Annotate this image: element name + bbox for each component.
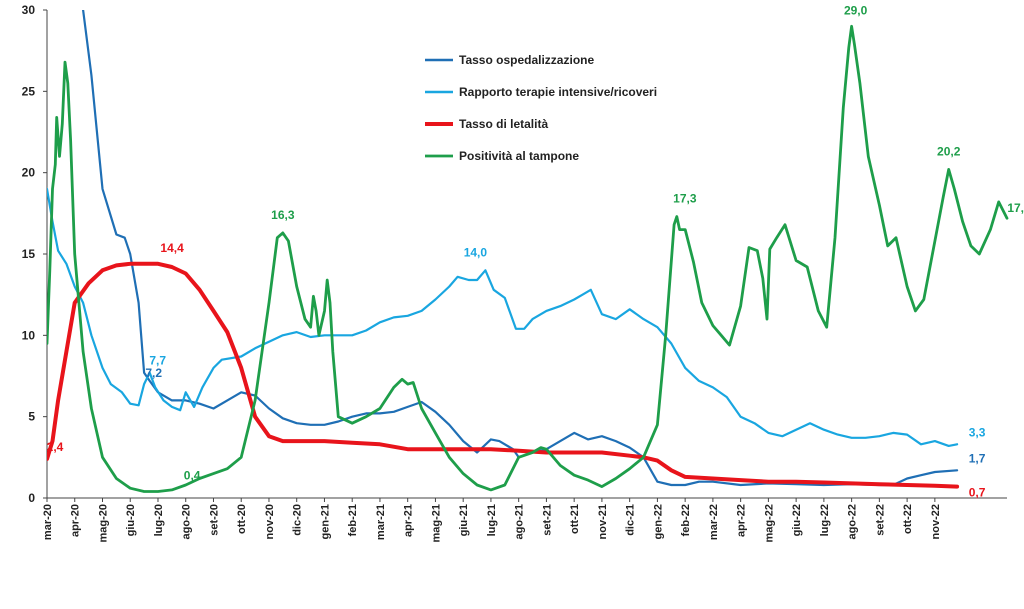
series-line-1 [47,187,959,447]
legend-label: Tasso ospedalizzazione [459,53,594,67]
x-tick-label: ago-21 [514,504,526,539]
y-tick-label: 25 [22,84,36,98]
legend-label: Rapporto terapie intensive/ricoveri [459,85,657,99]
chart-axes [46,10,1007,499]
data-label: 14,4 [160,241,184,255]
x-tick-label: mar-22 [708,504,720,540]
x-tick-label: nov-21 [597,504,609,539]
data-label: 0,7 [969,486,986,500]
x-tick-label: ago-22 [847,504,859,539]
x-tick-label: lug-21 [486,504,498,536]
x-tick-label: apr-21 [403,504,415,537]
x-tick-label: gen-21 [319,504,331,539]
series-line-3 [47,24,1009,493]
data-label: 3,3 [969,425,986,439]
data-label: 2,4 [47,440,64,454]
x-tick-label: ott-21 [569,504,581,534]
x-tick-label: apr-22 [736,504,748,537]
x-axis-ticks: mar-20 apr-20 mag-20 giu-20 lug-20 ago-20 set-… [42,498,942,543]
x-tick-label: lug-22 [819,504,831,536]
data-label: 0,4 [184,468,201,482]
x-tick-label: ago-20 [181,504,193,539]
x-tick-label: mag-22 [763,504,775,543]
x-tick-label: feb-21 [347,504,359,536]
series-line-0 [82,10,959,487]
chart-series [47,10,1009,493]
x-tick-label: mar-21 [375,504,387,540]
y-tick-label: 30 [22,3,36,17]
x-tick-label: giu-22 [791,504,803,536]
x-tick-label: mar-20 [42,504,54,540]
legend-label: Tasso di letalità [459,117,548,131]
y-tick-label: 5 [28,410,35,424]
y-axis-ticks: 0 5 10 15 20 25 30 [22,3,47,505]
data-label: 20,2 [937,144,961,158]
x-tick-label: set-21 [541,504,553,536]
x-tick-label: dic-21 [625,504,637,536]
data-label: 17,3 [673,192,697,206]
data-labels: 2,4 14,4 7,77,2 0,4 16,3 14,0 17,3 29,0 20,2 17,2… [47,3,1024,499]
data-label: 16,3 [271,208,295,222]
series-line-2 [47,261,960,489]
x-tick-label: set-22 [874,504,886,536]
data-label: 7,2 [145,366,162,380]
x-tick-label: giu-21 [458,504,470,536]
data-label: 1,7 [969,451,986,465]
y-tick-label: 10 [22,328,36,342]
data-label: 17,2 [1007,201,1024,215]
data-label: 7,7 [149,354,166,368]
x-tick-label: apr-20 [70,504,82,537]
x-tick-label: gen-22 [652,504,664,539]
x-tick-label: ott-22 [902,504,914,534]
x-tick-label: mag-21 [430,504,442,543]
x-tick-label: ott-20 [236,504,248,534]
x-tick-label: giu-20 [125,504,137,536]
y-tick-label: 15 [22,247,36,261]
data-label: 14,0 [464,245,488,259]
x-tick-label: dic-20 [292,504,304,536]
chart-legend: Tasso ospedalizzazione Rapporto terapie i… [425,53,657,163]
data-label: 29,0 [844,3,868,17]
x-tick-label: nov-20 [264,504,276,539]
x-tick-label: mag-20 [97,504,109,543]
x-tick-label: feb-22 [680,504,692,536]
x-tick-label: set-20 [208,504,220,536]
legend-label: Positività al tampone [459,149,579,163]
y-tick-label: 0 [28,491,35,505]
x-tick-label: lug-20 [153,504,165,536]
x-tick-label: nov-22 [930,504,942,539]
y-tick-label: 20 [22,166,36,180]
